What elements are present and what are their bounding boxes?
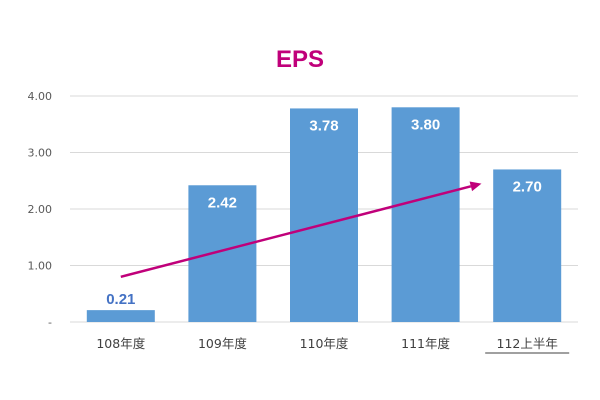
trend-arrow-group — [120, 181, 482, 279]
data-label: 2.70 — [513, 178, 542, 195]
bar — [290, 108, 358, 323]
y-tick-label: 1.00 — [28, 260, 53, 273]
x-tick-label: 112上半年 — [497, 336, 558, 351]
bar — [86, 310, 155, 322]
y-tick-label: - — [48, 316, 52, 329]
x-tick-label: 110年度 — [300, 336, 349, 351]
data-label: 2.42 — [208, 194, 237, 211]
y-tick-label: 3.00 — [28, 147, 53, 160]
bars — [86, 107, 562, 323]
x-tick-label: 111年度 — [401, 336, 450, 351]
data-label: 0.21 — [106, 291, 135, 308]
x-tick-label: 108年度 — [96, 336, 145, 351]
data-label: 3.80 — [411, 116, 440, 133]
y-axis-ticks: - 1.00 2.00 3.00 4.00 — [28, 90, 53, 329]
bar — [188, 185, 257, 322]
trend-arrowhead — [469, 181, 482, 192]
data-labels: 0.21 2.42 3.78 3.80 2.70 — [106, 116, 542, 308]
bar — [391, 107, 460, 322]
x-tick-label: 109年度 — [198, 336, 247, 351]
data-label: 3.78 — [309, 117, 338, 134]
trend-arrow — [120, 185, 472, 279]
y-tick-label: 2.00 — [28, 203, 53, 216]
x-axis-labels: 108年度 109年度 110年度 111年度 112上半年 — [96, 336, 570, 354]
chart-title: EPS — [275, 46, 325, 73]
y-tick-label: 4.00 — [28, 90, 53, 103]
bar — [493, 169, 562, 322]
